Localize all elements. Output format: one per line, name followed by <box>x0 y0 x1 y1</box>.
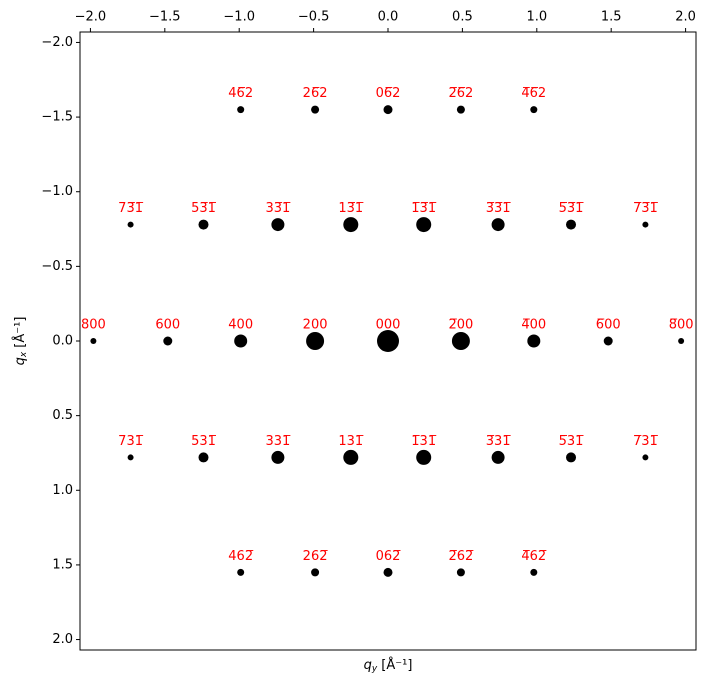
y-tick-label: 1.0 <box>52 483 73 498</box>
spot <box>343 217 359 233</box>
spot-label: 1̅31̅ <box>411 434 437 449</box>
plot-layer: 46̅2 26̅2 06̅2 2̅6̅2 4̅6̅2 73̅1̅ 53̅1̅ 33̅1̅ 13̅… <box>81 86 694 577</box>
spot <box>237 106 245 114</box>
spot-label: 2̅62̅ <box>448 549 474 564</box>
spot-label: 7̅3̅1̅ <box>633 201 659 216</box>
spot-label: 5̅31̅ <box>559 434 585 449</box>
spot <box>127 221 134 228</box>
spot-label: 531̅ <box>191 434 217 449</box>
spot <box>456 568 465 577</box>
y-label-symbol: q <box>13 357 28 365</box>
spot <box>566 219 577 230</box>
spot-label: 46̅2 <box>228 86 253 101</box>
y-tick-label: −0.5 <box>41 259 73 274</box>
spot-label: 262̅ <box>303 549 329 564</box>
spot-label: 33̅1̅ <box>265 201 291 216</box>
y-tick-label: 0.0 <box>52 334 73 349</box>
spot-label: 6̅00 <box>596 318 621 333</box>
spot-label: 8̅00 <box>669 318 694 333</box>
x-label-symbol: q <box>364 658 372 673</box>
spot-label: 731̅ <box>118 434 144 449</box>
y-tick-label: 2.0 <box>52 632 73 647</box>
spot <box>271 218 285 232</box>
spot <box>271 450 285 464</box>
spot-label: 400 <box>228 318 253 333</box>
spot-label: 3̅31̅ <box>486 434 512 449</box>
spot <box>491 218 505 232</box>
spot-label: 73̅1̅ <box>118 201 144 216</box>
y-tick-label: −1.0 <box>41 184 73 199</box>
x-tick-label: 0.0 <box>378 10 399 25</box>
spot-label: 53̅1̅ <box>191 201 217 216</box>
spot-label: 2̅6̅2 <box>448 86 473 101</box>
spot <box>530 568 538 576</box>
x-tick-label: −2.0 <box>75 10 107 25</box>
spot-label: 600 <box>155 318 180 333</box>
x-tick-label: 2.0 <box>675 10 696 25</box>
x-tick-label: 0.5 <box>452 10 473 25</box>
y-tick-label: −1.5 <box>41 110 73 125</box>
spot-label: 5̅3̅1̅ <box>559 201 585 216</box>
x-label-unit: [Å⁻¹] <box>377 657 412 673</box>
x-axis-label: qy [Å⁻¹] <box>364 657 413 674</box>
spot <box>383 567 393 577</box>
spot-label: 3̅3̅1̅ <box>486 201 512 216</box>
spot <box>377 330 399 352</box>
spot <box>416 217 432 233</box>
spot <box>456 105 465 114</box>
spot-label: 2̅00 <box>448 318 473 333</box>
spot-label: 4̅62̅ <box>521 549 547 564</box>
spot-label: 7̅31̅ <box>633 434 659 449</box>
y-label-subscript: x <box>19 351 29 358</box>
spot-label: 131̅ <box>338 434 364 449</box>
spot-label: 1̅3̅1̅ <box>411 201 437 216</box>
spot-label: 4̅00 <box>521 318 546 333</box>
y-tick-label: 1.5 <box>52 557 73 572</box>
x-tick-label: −0.5 <box>298 10 330 25</box>
spot <box>127 454 134 461</box>
spot <box>237 568 245 576</box>
spot <box>311 568 320 577</box>
spot <box>198 452 209 463</box>
spot <box>642 221 649 228</box>
y-tick-label: 0.5 <box>52 408 73 423</box>
y-label-unit: [Å⁻¹] <box>12 317 28 352</box>
spot <box>603 336 613 346</box>
x-tick-label: 1.0 <box>526 10 547 25</box>
spot <box>527 334 541 348</box>
y-tick-label: −2.0 <box>41 35 73 50</box>
spot-label: 062̅ <box>376 549 402 564</box>
x-label-subscript: y <box>371 664 378 674</box>
spot <box>383 105 393 115</box>
spot-label: 200 <box>303 318 328 333</box>
spot <box>311 105 320 114</box>
spot <box>163 336 173 346</box>
spot <box>90 338 97 344</box>
spot <box>416 449 432 465</box>
spot <box>306 332 325 350</box>
spot-label: 462̅ <box>228 549 254 564</box>
spot-label: 06̅2 <box>376 86 401 101</box>
spot <box>678 338 685 344</box>
x-tick-label: −1.5 <box>149 10 181 25</box>
spot <box>491 450 505 464</box>
spot <box>642 454 649 461</box>
x-tick-label: −1.0 <box>223 10 255 25</box>
x-tick-label: 1.5 <box>601 10 622 25</box>
spot-label: 4̅6̅2 <box>521 86 546 101</box>
spot <box>343 449 359 465</box>
spot <box>566 452 577 463</box>
spot-label: 000 <box>376 318 401 333</box>
spot-label: 800 <box>81 318 106 333</box>
spot-label: 26̅2 <box>303 86 328 101</box>
spot <box>234 334 248 348</box>
spot-label: 13̅1̅ <box>338 201 364 216</box>
spot-label: 331̅ <box>265 434 291 449</box>
spot <box>530 106 538 114</box>
y-axis-label: qx [Å⁻¹] <box>12 317 29 366</box>
spot <box>451 332 470 350</box>
spot <box>198 219 209 230</box>
